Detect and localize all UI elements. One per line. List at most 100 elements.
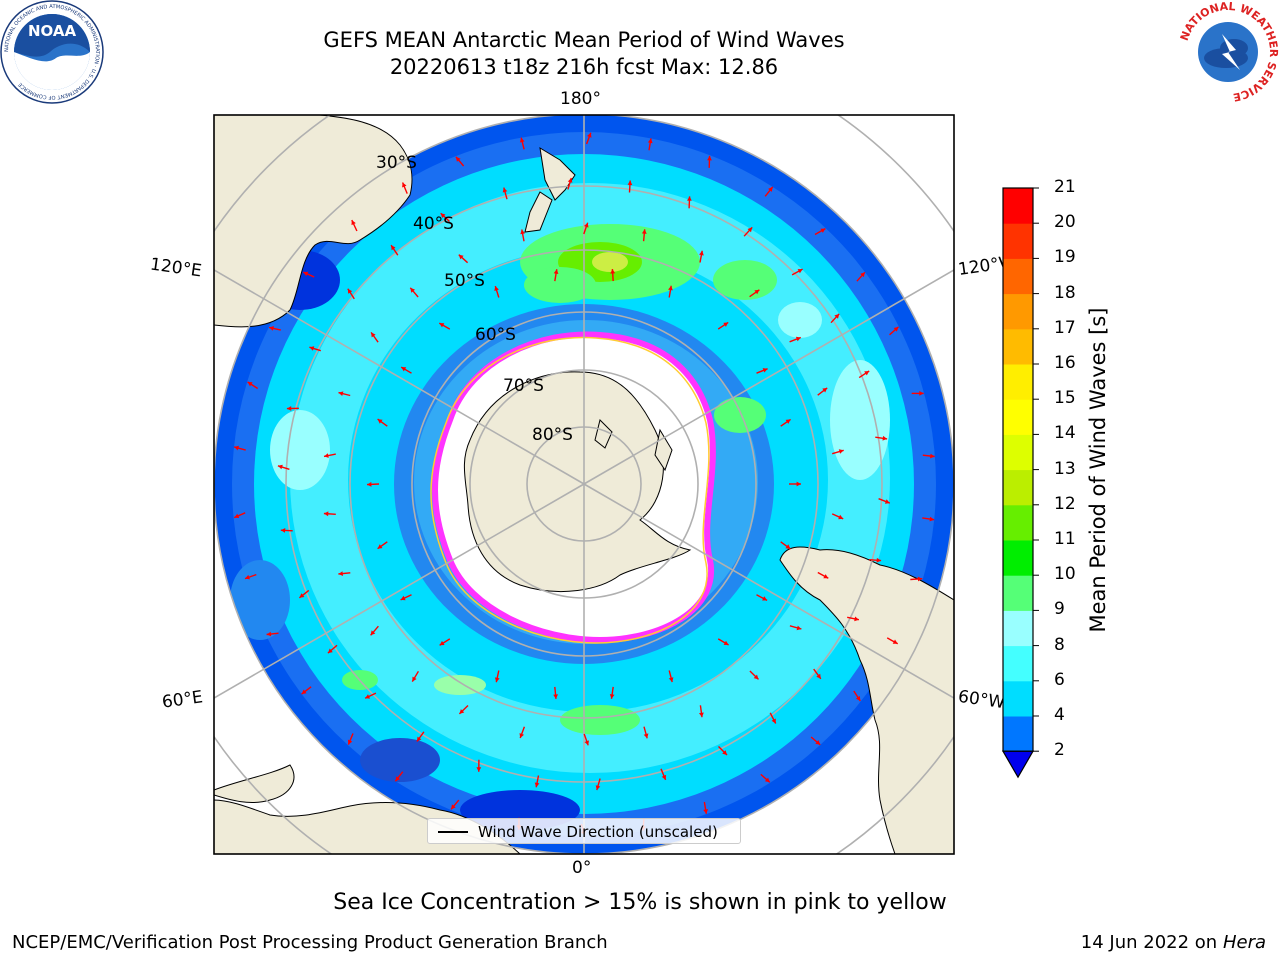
- wind-wave-arrowhead: [796, 481, 801, 487]
- wind-wave-arrowhead: [584, 740, 589, 746]
- colorbar-segment: [1003, 504, 1033, 541]
- wind-wave-arrowhead: [440, 213, 446, 218]
- colorbar: [1001, 187, 1039, 779]
- wind-wave-arrowhead: [410, 287, 415, 293]
- wind-wave-arrowhead: [459, 709, 465, 714]
- wind-wave-arrowhead: [567, 178, 573, 183]
- wind-wave-arrowhead: [502, 187, 508, 193]
- south-america-landmass: [779, 546, 954, 854]
- wind-wave-arrowhead: [494, 677, 500, 683]
- wind-wave-arrowhead: [377, 419, 383, 424]
- wind-wave-arrowhead: [401, 367, 407, 372]
- colorbar-segment: [1003, 645, 1033, 682]
- wind-wave-arrowhead: [595, 785, 601, 791]
- wind-wave-arrowhead: [400, 595, 406, 601]
- wind-wave-arrowhead: [641, 229, 647, 234]
- wind-wave-arrowhead: [370, 630, 376, 636]
- wind-wave-arrowhead: [785, 544, 791, 549]
- wind-wave-arrowhead: [643, 733, 649, 739]
- map-frame: [213, 114, 955, 855]
- wind-wave-arrowhead: [762, 596, 768, 601]
- wind-wave-arrowhead: [476, 767, 482, 772]
- colorbar-tick-label: 19: [1054, 247, 1076, 268]
- wind-wave-arrowhead: [707, 155, 712, 161]
- wind-wave-arrowhead: [553, 694, 558, 699]
- wind-wave-arrowhead: [816, 673, 821, 679]
- colorbar-tick-label: 15: [1054, 388, 1076, 409]
- wind-wave-arrowhead: [929, 516, 935, 522]
- colorbar-segment: [1003, 188, 1033, 224]
- madagascar-landmass: [214, 764, 295, 803]
- colorbar-segment: [1003, 610, 1033, 647]
- lon-label-0: 0°: [572, 858, 592, 878]
- lat-label-60s: 60°S: [475, 325, 516, 345]
- wind-wave-arrowhead: [303, 271, 309, 277]
- colorbar-segment: [1003, 434, 1033, 471]
- colorbar-segment: [1003, 328, 1033, 365]
- wind-wave-arrowhead: [395, 776, 400, 782]
- wind-wave-arrowhead: [864, 371, 870, 376]
- colorbar-tick-label: 8: [1054, 634, 1065, 655]
- wind-wave-arrowhead: [762, 368, 768, 373]
- wind-wave-arrowhead: [587, 132, 592, 138]
- wind-wave-arrowhead: [771, 718, 776, 724]
- wind-wave-arrowhead: [609, 694, 615, 699]
- wind-wave-arrowhead: [347, 288, 353, 294]
- wind-wave-arrowhead: [854, 616, 859, 622]
- colorbar-extend-triangle: [1001, 750, 1035, 779]
- wind-wave-arrowhead: [299, 593, 305, 598]
- wind-wave-arrowhead: [820, 228, 826, 233]
- wind-wave-arrowhead: [286, 406, 292, 411]
- nws-logo: NATIONAL WEATHER SERVICE: [1177, 0, 1280, 104]
- colorbar-tick-label: 9: [1054, 599, 1065, 620]
- colorbar-label: Mean Period of Wind Waves [s]: [1086, 307, 1110, 633]
- footer-credit: NCEP/EMC/Verification Post Processing Pr…: [12, 932, 608, 953]
- wind-wave-arrowhead: [610, 269, 616, 274]
- map-title: GEFS MEAN Antarctic Mean Period of Wind …: [323, 28, 845, 52]
- wind-wave-arrowhead: [687, 196, 692, 201]
- wind-wave-arrowhead: [553, 269, 559, 274]
- australia-landmass: [214, 115, 413, 328]
- wind-wave-arrowhead: [747, 227, 753, 233]
- wind-wave-arrowhead: [661, 774, 667, 780]
- wind-wave-arrowhead: [796, 625, 802, 631]
- wind-wave-arrowhead: [822, 387, 828, 393]
- wind-wave-arrowhead: [754, 289, 760, 295]
- wind-wave-arrowhead: [823, 574, 829, 579]
- wind-wave-arrowhead: [455, 156, 461, 162]
- wind-wave-arrowhead: [834, 313, 840, 319]
- wind-wave-arrowhead: [412, 676, 417, 682]
- footer-host: Hera: [1222, 932, 1266, 953]
- wind-wave-arrowhead: [882, 435, 888, 441]
- wind-wave-arrowhead: [534, 782, 540, 788]
- wind-wave-arrowhead: [764, 777, 770, 783]
- wind-wave-arrowhead: [519, 733, 524, 738]
- wind-wave-arrowhead: [439, 323, 445, 328]
- wind-wave-arrowhead: [377, 544, 383, 549]
- wind-wave-arrowhead: [815, 740, 821, 745]
- wind-wave-arrowhead: [301, 689, 307, 695]
- wind-wave-arrowhead: [584, 222, 589, 228]
- lon-label-180: 180°: [560, 89, 601, 109]
- wind-wave-arrowhead: [699, 712, 704, 718]
- colorbar-tick-label: 13: [1054, 458, 1076, 479]
- wind-wave-arrowhead: [892, 639, 898, 644]
- wind-wave-arrowhead: [668, 677, 674, 683]
- map-subtitle: 20220613 t18z 216h fcst Max: 12.86: [389, 55, 779, 79]
- wind-wave-arrowhead: [323, 511, 329, 517]
- legend-label: Wind Wave Direction (unscaled): [478, 823, 718, 841]
- wind-wave-arrowhead: [365, 694, 371, 699]
- colorbar-segment: [1003, 469, 1033, 506]
- wind-wave-arrowhead: [451, 804, 456, 810]
- colorbar-tick-label: 16: [1054, 353, 1076, 373]
- wind-wave-arrowhead: [309, 346, 315, 351]
- colorbar-segment: [1003, 540, 1033, 576]
- wind-wave-arrowhead: [884, 499, 890, 504]
- wind-wave-arrowhead: [439, 640, 445, 646]
- legend-line-sample: [438, 831, 468, 833]
- wind-wave-arrowhead: [245, 574, 250, 580]
- lat-label-50s: 50°S: [444, 271, 485, 291]
- wind-wave-arrowhead: [860, 272, 865, 278]
- colorbar-segment: [1003, 223, 1033, 259]
